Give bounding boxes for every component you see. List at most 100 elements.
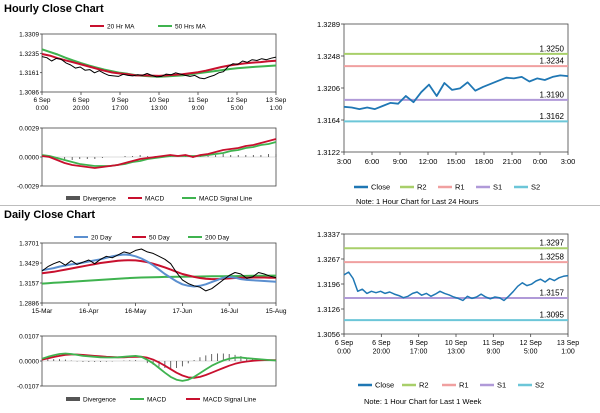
- hourly-pivot-xtick-label: 18:00: [475, 157, 494, 166]
- daily-legend-20day: 20 Day: [91, 235, 112, 242]
- hourly-pivot-xtick-label: 0:00: [533, 157, 548, 166]
- daily-pivot-xtick-label: 5:00: [524, 349, 538, 356]
- daily-pivot-xtick-label: 9 Sep: [410, 340, 428, 347]
- daily-price-ytick-label: 1.3157: [19, 281, 39, 288]
- daily-legend-macd: MACD: [147, 397, 166, 404]
- daily-pivot-xtick-label: 6 Sep: [372, 340, 390, 347]
- hourly-close-line: [41, 56, 277, 80]
- hourly-legend-s1: S1: [493, 183, 502, 192]
- hourly-pivot-ytick-label: 1.3289: [317, 20, 340, 29]
- hourly-macd-ytick-label: 0.0029: [19, 126, 39, 133]
- daily-pivot-note: Note: 1 Hour Chart for Last 1 Week: [364, 397, 482, 406]
- daily-pivot-xtick-label: 10 Sep: [445, 340, 467, 347]
- hourly-pivot-ytick-label: 1.3164: [317, 116, 340, 125]
- hourly-price-xtick-label: 10 Sep: [149, 97, 170, 104]
- hourly-pivot-xtick-label: 3:00: [561, 157, 576, 166]
- daily-pivot-ytick-label: 1.3056: [317, 330, 340, 339]
- hourly-pivot-xtick-label: 21:00: [503, 157, 522, 166]
- daily-legend-r2: R2: [419, 381, 429, 390]
- daily-price-xtick-label: 16-Apr: [79, 308, 99, 315]
- daily-pivot-xtick-label: 6 Sep: [335, 340, 353, 347]
- hourly-level-s1-label: 1.3190: [540, 90, 565, 99]
- daily-legend-50day: 50 Day: [149, 235, 170, 242]
- hourly-macd-ytick-label: -0.0029: [17, 184, 39, 191]
- daily-pivot-xtick-label: 9:00: [487, 349, 501, 356]
- hourly-pivot-xtick-label: 15:00: [447, 157, 466, 166]
- daily-pivot-ytick-label: 1.3337: [317, 230, 340, 239]
- hourly-level-r1-label: 1.3234: [540, 57, 565, 66]
- daily-level-r1-label: 1.3258: [540, 253, 565, 262]
- hourly-legend-s2: S2: [531, 183, 540, 192]
- hourly-price-ytick-label: 1.3235: [19, 51, 39, 58]
- daily-section-title: Daily Close Chart: [4, 209, 96, 221]
- daily-legend-divergence: Divergence: [83, 397, 116, 404]
- hourly-legend-macd: MACD: [145, 196, 164, 203]
- daily-pivot-ytick-label: 1.3267: [317, 255, 340, 264]
- hourly-price-xtick-label: 9:00: [192, 105, 205, 112]
- hourly-price-xtick-label: 20:00: [73, 105, 90, 112]
- hourly-pivot-close-line: [343, 74, 569, 110]
- daily-macd-ytick-label: -0.0107: [17, 384, 39, 391]
- daily-price-ytick-label: 1.2886: [19, 301, 39, 308]
- hourly-legend-r1: R1: [455, 183, 465, 192]
- daily-legend-s1: S1: [497, 381, 506, 390]
- hourly-price-ytick-label: 1.3086: [19, 90, 39, 97]
- hourly-macd-ytick-label: 0.0000: [19, 155, 39, 162]
- hourly-20hr-ma-line: [41, 53, 277, 77]
- hourly-pivot-xtick-label: 6:00: [365, 157, 380, 166]
- hourly-price-xtick-label: 6 Sep: [73, 97, 90, 104]
- daily-price-xtick-label: 17-Jun: [172, 308, 192, 315]
- hourly-legend-divergence: Divergence: [83, 196, 116, 203]
- daily-pivot-xtick-label: 20:00: [373, 349, 391, 356]
- daily-price-xtick-label: 16-Jul: [220, 308, 238, 315]
- hourly-pivot-ytick-label: 1.3122: [317, 148, 340, 157]
- hourly-level-s2-label: 1.3162: [540, 112, 565, 121]
- hourly-macd-line: [41, 138, 277, 169]
- hourly-price-xtick-label: 1:00: [270, 105, 283, 112]
- daily-pivot-xtick-label: 0:00: [337, 349, 351, 356]
- daily-legend-close: Close: [375, 381, 394, 390]
- daily-close-line: [41, 248, 277, 292]
- hourly-pivot-xtick-label: 9:00: [393, 157, 408, 166]
- hourly-legend-r2: R2: [417, 183, 427, 192]
- hourly-price-xtick-label: 17:00: [112, 105, 129, 112]
- hourly-pivot-ytick-label: 1.3248: [317, 52, 340, 61]
- hourly-section-title: Hourly Close Chart: [4, 3, 104, 15]
- hourly-pivot-frame: [343, 23, 569, 153]
- daily-pivot-close-line: [343, 271, 569, 302]
- daily-level-s2-label: 1.3095: [540, 311, 565, 320]
- daily-price-xtick-label: 15-Mar: [32, 308, 53, 315]
- hourly-legend-20hr-ma: 20 Hr MA: [107, 24, 135, 31]
- daily-pivot-ytick-label: 1.3196: [317, 280, 340, 289]
- daily-price-frame: [41, 242, 277, 304]
- hourly-price-xtick-label: 11 Sep: [188, 97, 209, 104]
- hourly-price-xtick-label: 9 Sep: [112, 97, 129, 104]
- daily-pivot-xtick-label: 11 Sep: [482, 340, 504, 347]
- hourly-price-ytick-label: 1.3161: [19, 70, 39, 77]
- hourly-price-xtick-label: 12 Sep: [227, 97, 248, 104]
- hourly-level-r2-label: 1.3250: [540, 44, 565, 53]
- hourly-pivot-note: Note: 1 Hour Chart for Last 24 Hours: [356, 197, 479, 206]
- hourly-signal-line: [41, 141, 277, 167]
- hourly-legend-signal: MACD Signal Line: [199, 196, 252, 203]
- daily-price-ytick-label: 1.3701: [19, 241, 39, 248]
- daily-pivot-xtick-label: 13 Sep: [557, 340, 579, 347]
- daily-macd-line: [41, 352, 277, 382]
- daily-legend-r1: R1: [459, 381, 469, 390]
- daily-legend-s2: S2: [535, 381, 544, 390]
- hourly-pivot-xtick-label: 12:00: [419, 157, 438, 166]
- hourly-pivot-xtick-label: 3:00: [337, 157, 352, 166]
- daily-legend-200day: 200 Day: [205, 235, 230, 242]
- hourly-price-xtick-label: 5:00: [231, 105, 244, 112]
- daily-pivot-xtick-label: 13:00: [447, 349, 465, 356]
- daily-pivot-xtick-label: 12 Sep: [520, 340, 542, 347]
- hourly-price-xtick-label: 13 Sep: [266, 97, 287, 104]
- daily-macd-ytick-label: 0.0107: [19, 334, 39, 341]
- daily-price-xtick-label: 15-Aug: [266, 308, 287, 315]
- hourly-pivot-ytick-label: 1.3206: [317, 84, 340, 93]
- daily-pivot-xtick-label: 1:00: [561, 349, 575, 356]
- daily-price-ytick-label: 1.3429: [19, 261, 39, 268]
- hourly-price-ytick-label: 1.3309: [19, 32, 39, 39]
- daily-price-xtick-label: 16-May: [125, 308, 147, 315]
